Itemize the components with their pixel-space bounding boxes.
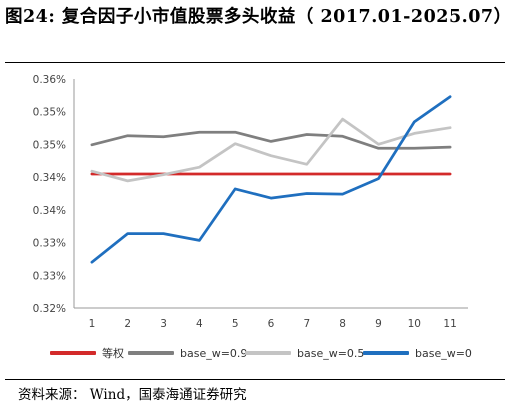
source-divider	[5, 379, 505, 380]
y-tick-label: 0.36%	[33, 74, 66, 86]
figure-title: 图24: 复合因子小市值股票多头收益（ 2017.01-2025.07）	[5, 7, 510, 27]
y-tick-label: 0.33%	[33, 238, 66, 250]
legend-item: base_w=0.5	[245, 343, 364, 363]
series-line-base-w-0	[90, 95, 452, 264]
legend-swatch	[50, 351, 96, 355]
x-tick-label: 8	[339, 318, 346, 330]
legend-item: base_w=0	[363, 343, 472, 363]
title-divider	[5, 62, 505, 63]
legend-item: base_w=0.9	[128, 343, 247, 363]
source-note: 资料来源： Wind，国泰海通证券研究	[18, 387, 247, 403]
y-tick-label: 0.35%	[33, 107, 66, 119]
y-tick-label: 0.32%	[33, 303, 66, 315]
legend-label: base_w=0.9	[180, 346, 248, 360]
y-tick-label: 0.33%	[33, 270, 66, 282]
x-tick-label: 3	[160, 318, 167, 330]
x-tick-label: 1	[89, 318, 96, 330]
legend-label: 等权	[102, 347, 124, 360]
y-tick-label: 0.34%	[33, 172, 66, 184]
x-tick-label: 7	[303, 318, 310, 330]
legend-swatch	[245, 351, 291, 355]
legend-swatch	[128, 351, 174, 355]
x-tick-label: 9	[375, 318, 382, 330]
legend-label: base_w=0.5	[297, 346, 365, 360]
chart-legend: 等权 base_w=0.9 base_w=0.5 base_w=0	[0, 343, 510, 363]
legend-item: 等权	[50, 343, 124, 363]
x-tick-label: 4	[196, 318, 203, 330]
x-tick-label: 10	[408, 318, 421, 330]
x-tick-label: 11	[443, 318, 456, 330]
y-tick-label: 0.34%	[33, 205, 66, 217]
x-tick-label: 5	[232, 318, 239, 330]
x-tick-label: 2	[124, 318, 131, 330]
legend-label: base_w=0	[415, 346, 472, 360]
series-line-base-w-0-9	[90, 130, 452, 150]
series-line-base-w-0-5	[90, 117, 452, 183]
x-tick-label: 6	[268, 318, 275, 330]
legend-swatch	[363, 351, 409, 355]
line-chart: 0.32% 0.33% 0.33% 0.34% 0.34% 0.35% 0.35% 0.36%…	[0, 62, 510, 379]
chart-svg: 0.32% 0.33% 0.33% 0.34% 0.34% 0.35% 0.35% 0.36%…	[33, 74, 468, 330]
y-tick-label: 0.35%	[33, 139, 66, 151]
